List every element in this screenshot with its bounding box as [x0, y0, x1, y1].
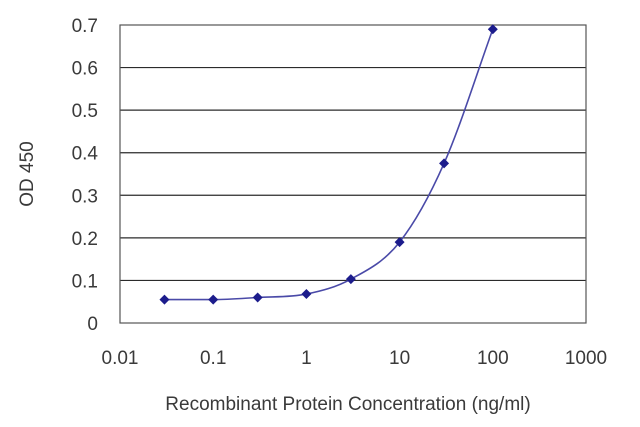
plot-frame [119, 24, 587, 324]
y-tick-label: 0.7 [72, 16, 98, 37]
x-tick-labels: 0.01 0.1 1 10 100 1000 [102, 348, 608, 369]
x-tick-label: 0.1 [200, 348, 226, 369]
y-tick-label: 0.2 [72, 229, 98, 250]
x-tick-label: 10 [389, 348, 410, 369]
x-tick-label: 0.01 [102, 348, 139, 369]
y-tick-labels: 0 0.1 0.2 0.3 0.4 0.5 0.6 0.7 [72, 16, 99, 335]
y-tick-label: 0 [87, 314, 98, 335]
y-tick-label: 0.5 [72, 101, 98, 122]
data-point [394, 237, 405, 248]
y-tick-label: 0.4 [72, 144, 99, 165]
gridlines [120, 66, 586, 282]
x-axis-title: Recombinant Protein Concentration (ng/ml… [165, 394, 530, 415]
y-axis-title: OD 450 [17, 141, 38, 206]
x-tick-label: 1 [301, 348, 312, 369]
data-point [208, 294, 219, 305]
data-point [487, 24, 498, 35]
data-point [439, 158, 450, 169]
data-point [159, 294, 170, 305]
x-tick-label: 100 [477, 348, 509, 369]
y-tick-label: 0.1 [72, 271, 98, 292]
y-tick-label: 0.3 [72, 186, 98, 207]
x-tick-label: 1000 [565, 348, 607, 369]
data-point [301, 289, 312, 300]
data-points [159, 24, 498, 305]
data-point [252, 292, 263, 303]
data-point [345, 274, 356, 285]
y-tick-label: 0.6 [72, 59, 98, 80]
